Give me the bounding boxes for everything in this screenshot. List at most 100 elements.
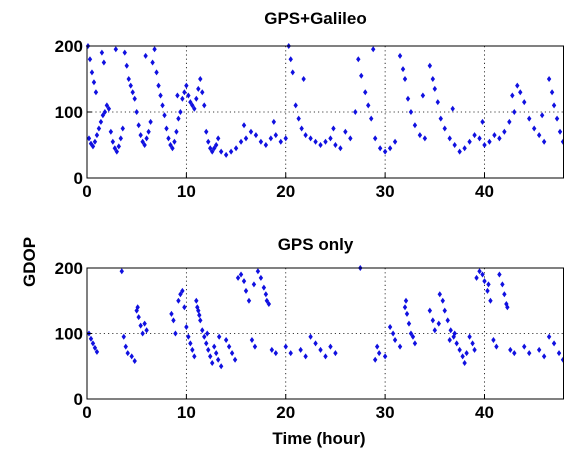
data-point	[255, 268, 261, 275]
data-point	[166, 135, 171, 142]
data-point	[182, 304, 187, 311]
data-point	[200, 327, 205, 334]
data-point	[397, 52, 403, 59]
data-point	[301, 76, 306, 82]
data-point	[549, 89, 555, 96]
data-point	[522, 99, 527, 106]
data-point	[369, 115, 374, 122]
data-point	[101, 59, 107, 66]
data-point	[246, 297, 252, 304]
data-point	[268, 135, 274, 142]
x-tick-label: 30	[376, 182, 395, 201]
data-point	[210, 359, 215, 366]
data-point	[213, 350, 219, 357]
data-point	[328, 135, 333, 142]
x-tick-label: 10	[177, 403, 196, 422]
data-point	[445, 317, 450, 324]
data-point	[251, 281, 257, 288]
data-point	[477, 135, 482, 142]
chart-title: GPS only	[278, 235, 354, 254]
data-point	[299, 125, 304, 132]
data-point	[132, 95, 137, 102]
data-point	[215, 356, 221, 363]
data-point	[402, 76, 408, 82]
data-point	[402, 304, 408, 311]
data-point	[88, 140, 94, 147]
data-point	[507, 118, 512, 125]
data-point	[438, 115, 443, 122]
data-point	[208, 145, 213, 152]
data-point	[198, 317, 203, 324]
data-point	[488, 297, 493, 304]
data-point	[457, 346, 462, 353]
data-point	[502, 291, 507, 298]
data-point	[152, 46, 157, 53]
data-point	[143, 52, 148, 59]
data-point	[494, 343, 499, 350]
data-point	[243, 287, 249, 294]
data-point	[298, 346, 303, 353]
data-point	[551, 102, 557, 109]
data-point	[333, 142, 338, 148]
data-point	[512, 109, 517, 115]
x-tick-label: 0	[82, 403, 91, 422]
data-point	[440, 297, 445, 304]
data-point	[100, 112, 106, 119]
data-point	[539, 112, 545, 119]
data-point	[338, 145, 343, 152]
data-point	[192, 353, 197, 360]
data-point	[502, 128, 507, 135]
data-point	[497, 135, 502, 142]
data-point	[125, 350, 130, 357]
data-point	[546, 333, 552, 340]
data-point	[142, 320, 147, 327]
y-axis-label: GDOP	[20, 237, 39, 287]
data-point	[173, 330, 178, 337]
x-tick-label: 0	[82, 182, 91, 201]
data-point	[269, 346, 275, 353]
y-tick-label: 200	[55, 37, 83, 56]
data-point	[123, 343, 128, 350]
data-point	[482, 142, 487, 148]
data-point	[148, 118, 153, 125]
data-point	[197, 312, 202, 319]
data-point	[168, 142, 173, 148]
data-point	[188, 340, 193, 347]
data-point	[372, 356, 378, 363]
data-point	[392, 337, 398, 344]
data-point	[554, 115, 560, 122]
data-point	[136, 122, 141, 129]
data-point	[232, 356, 238, 363]
data-point	[91, 79, 97, 86]
data-point	[156, 82, 161, 89]
data-point	[500, 281, 505, 288]
data-point	[283, 135, 288, 142]
x-tick-label: 30	[376, 403, 395, 422]
data-point	[140, 138, 145, 145]
data-point	[213, 142, 219, 148]
data-point	[273, 350, 279, 357]
data-point	[258, 138, 264, 145]
data-point	[278, 138, 283, 145]
data-point	[190, 102, 195, 109]
data-point	[238, 271, 244, 278]
data-point	[556, 350, 562, 357]
data-point	[176, 297, 181, 304]
data-point	[436, 320, 441, 327]
data-point	[527, 350, 532, 357]
y-tick-label: 0	[74, 169, 83, 188]
data-point	[464, 350, 469, 357]
data-point	[106, 105, 112, 112]
data-point	[442, 125, 447, 132]
data-point	[404, 310, 410, 317]
data-point	[218, 148, 224, 155]
data-point	[235, 274, 241, 281]
data-point	[112, 145, 118, 152]
data-point	[406, 320, 412, 327]
data-point	[313, 138, 318, 145]
x-tick-label: 20	[276, 403, 295, 422]
data-point	[223, 337, 229, 344]
data-point	[531, 125, 537, 132]
data-point	[96, 125, 102, 132]
